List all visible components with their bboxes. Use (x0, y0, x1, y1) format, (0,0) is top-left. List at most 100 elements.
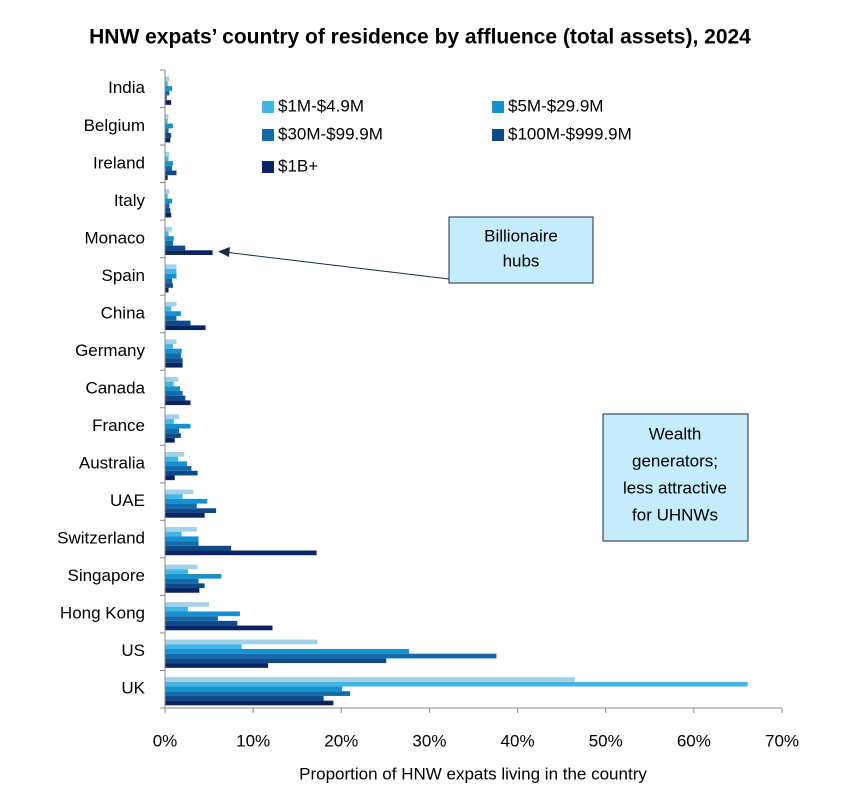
y-tick-label: Singapore (67, 566, 145, 585)
y-tick-label: Hong Kong (60, 604, 145, 623)
bar (165, 503, 197, 509)
bar (165, 151, 170, 157)
bar (165, 466, 192, 471)
bar (165, 339, 177, 345)
y-tick-label: Italy (114, 191, 146, 210)
bar (165, 527, 197, 532)
x-tick-label: 60% (677, 731, 711, 750)
bar (165, 456, 179, 462)
bar (165, 231, 169, 237)
bar (165, 531, 182, 537)
bar (165, 461, 188, 467)
x-tick-label: 10% (236, 731, 270, 750)
bar (165, 170, 177, 176)
bar (165, 348, 182, 354)
bar (165, 86, 173, 91)
bar (165, 428, 180, 434)
legend-swatch (492, 129, 504, 141)
y-tick-label: Spain (102, 266, 145, 285)
bar (165, 498, 208, 504)
x-tick-label: 30% (412, 731, 446, 750)
bar (165, 81, 168, 87)
bar (165, 583, 205, 589)
bar (165, 658, 387, 664)
bar (165, 118, 168, 124)
x-tick-label: 0% (153, 731, 178, 750)
bar (165, 625, 273, 631)
bar (165, 569, 188, 574)
legend-swatch (262, 101, 274, 113)
bar (165, 189, 170, 194)
bar (165, 700, 334, 706)
bar (165, 620, 238, 626)
y-tick-label: Canada (85, 378, 145, 397)
x-tick-label: 70% (765, 731, 799, 750)
y-tick-label: China (101, 303, 146, 322)
bar (165, 602, 210, 607)
bar (165, 677, 575, 682)
bar (165, 114, 169, 119)
bar (165, 175, 168, 180)
bar (165, 414, 180, 420)
bar (165, 616, 218, 621)
bar (165, 376, 179, 382)
legend-label: $30M-$99.9M (278, 124, 383, 143)
bar (165, 381, 174, 387)
y-tick-label: Switzerland (57, 529, 145, 548)
bar (165, 132, 172, 138)
bar (165, 475, 175, 481)
annotation-text: for UHNWs (632, 505, 718, 524)
annotation-box (602, 413, 749, 542)
bar (165, 545, 232, 551)
bar (165, 123, 173, 129)
bar (165, 437, 175, 443)
bar (165, 165, 173, 171)
bar (165, 161, 173, 166)
bar (165, 573, 222, 579)
bar (165, 451, 185, 457)
bar (165, 301, 177, 307)
bar (165, 76, 170, 82)
bar (165, 578, 199, 584)
y-tick-label: UK (121, 679, 145, 698)
bar (165, 137, 171, 143)
y-tick-label: Germany (75, 341, 145, 360)
annotation-text: less attractive (623, 478, 727, 497)
bar (165, 550, 317, 556)
bar (165, 606, 188, 612)
bar (165, 212, 172, 218)
chart-title: HNW expats’ country of residence by affl… (89, 26, 751, 49)
bar (165, 512, 205, 518)
annotation-box (448, 216, 594, 284)
bar (165, 494, 183, 499)
bar (165, 283, 173, 288)
bar (165, 470, 198, 476)
bar (165, 358, 183, 363)
bar (165, 100, 172, 105)
bar (165, 611, 240, 617)
annotation-text: generators; (632, 451, 718, 470)
y-tick-label: UAE (110, 491, 145, 510)
legend-swatch (262, 129, 274, 141)
bar (165, 250, 213, 255)
bar (165, 508, 217, 513)
bar (165, 489, 194, 495)
bar (165, 278, 173, 284)
bar (165, 639, 318, 645)
bar (165, 273, 177, 279)
bar (165, 128, 169, 133)
y-tick-label: India (108, 78, 145, 97)
bar (165, 208, 171, 213)
bar (165, 691, 351, 696)
legend-label: $1B+ (278, 156, 318, 175)
bar (165, 386, 180, 391)
x-tick-label: 20% (324, 731, 358, 750)
bar (165, 536, 199, 542)
x-tick-label: 50% (589, 731, 623, 750)
legend-label: $1M-$4.9M (278, 96, 364, 115)
bar (165, 156, 169, 162)
annotation-arrow (223, 251, 450, 280)
bar (165, 320, 191, 326)
bar (165, 90, 170, 96)
